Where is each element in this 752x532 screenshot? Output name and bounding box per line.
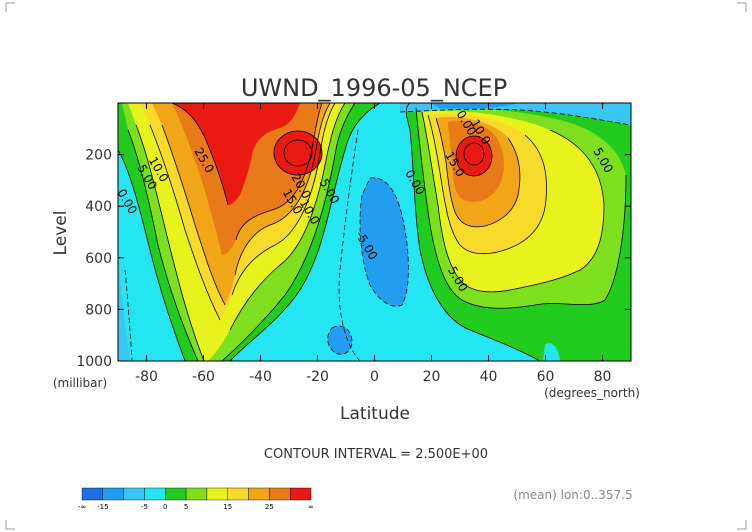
colorbar-swatch [269, 487, 291, 501]
x-tick-label: 20 [423, 369, 441, 385]
x-tick-label: 80 [594, 369, 612, 385]
colorbar-label: 0 [163, 503, 167, 511]
y-tick-label: 600 [85, 251, 112, 267]
colorbar-label: 15 [223, 503, 232, 511]
colorbar-labels: -∞ -15 -5 0 5 15 25 ∞ [78, 503, 314, 511]
x-tick-label: 60 [537, 369, 555, 385]
colorbar-swatch [165, 487, 187, 501]
colorbar-swatch [227, 487, 249, 501]
nh-green-right-edge [612, 300, 631, 361]
x-tick-label: 40 [480, 369, 498, 385]
colorbar-swatch [144, 487, 166, 501]
contour-interval: CONTOUR INTERVAL = 2.500E+00 [264, 447, 488, 462]
y-tick-label: 200 [85, 148, 112, 164]
colorbar [81, 487, 312, 501]
colorbar-label: 25 [265, 503, 274, 511]
x-tick-label: 0 [370, 369, 379, 385]
colorbar-swatch [248, 487, 270, 501]
nh-surface-patch [543, 343, 560, 361]
top-easterly-dark [430, 103, 520, 109]
y-tick-label: 800 [85, 302, 112, 318]
colorbar-swatch [206, 487, 228, 501]
x-tick-label: -60 [192, 369, 215, 385]
x-tick-label: -40 [249, 369, 272, 385]
negative-contours [124, 108, 631, 361]
x-axis-title: Latitude [340, 404, 410, 424]
corner-marks [5, 2, 747, 530]
sh-red-jet [274, 131, 322, 175]
colorbar-swatch [185, 487, 208, 501]
x-axis-ticks: -80 -60 -40 -20 0 20 40 60 80 [135, 103, 611, 385]
sh-surface-easterly [118, 250, 130, 361]
y-axis-title: Level [51, 211, 71, 256]
colorbar-swatch [102, 487, 124, 501]
contour-lines [118, 103, 627, 361]
colorbar-label: -∞ [78, 503, 86, 511]
x-tick-label: -80 [135, 369, 158, 385]
y-axis-units: (millibar) [53, 376, 107, 390]
colorbar-swatch [289, 487, 312, 501]
eq-blue-lobe [360, 177, 409, 307]
colorbar-swatch [81, 487, 104, 501]
footnote: (mean) lon:0..357.5 [513, 488, 632, 502]
eq-blue-small [327, 325, 352, 355]
y-tick-label: 400 [85, 199, 112, 215]
x-axis-units: (degrees_north) [544, 386, 640, 400]
colorbar-label: ∞ [308, 503, 314, 511]
colorbar-label: -5 [141, 503, 148, 511]
sh-red-polar [172, 103, 300, 205]
colorbar-label: 5 [184, 503, 188, 511]
y-axis-ticks: 200 400 600 800 1000 [76, 148, 631, 370]
nh-red-jet [456, 136, 492, 176]
x-tick-label: -20 [306, 369, 329, 385]
y-tick-label: 1000 [76, 354, 112, 370]
chart-title: UWND_1996-05_NCEP [241, 74, 507, 102]
colorbar-swatch [123, 487, 145, 501]
contour-field [118, 103, 631, 361]
colorbar-label: -15 [97, 503, 108, 511]
